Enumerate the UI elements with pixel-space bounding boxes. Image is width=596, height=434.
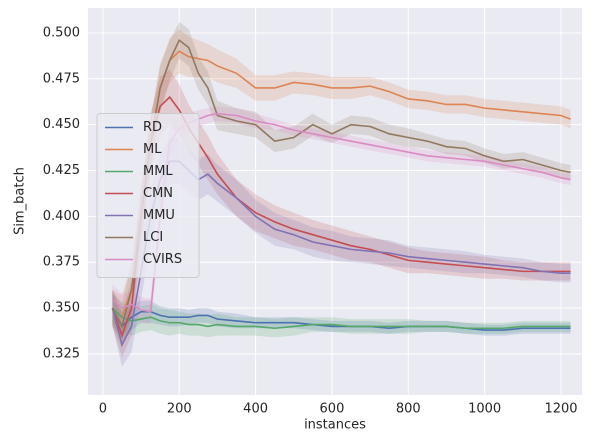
x-tick-label: 0 xyxy=(99,402,107,417)
line xyxy=(111,39,571,329)
legend-box xyxy=(96,113,200,278)
y-tick-label: 0.325 xyxy=(43,346,80,361)
confidence-band xyxy=(112,29,571,340)
y-axis-label: Sim_batch xyxy=(13,167,28,235)
legend-label: CMN xyxy=(143,186,173,201)
x-axis-label: instances xyxy=(304,418,366,433)
y-tick-label: 0.425 xyxy=(43,163,80,178)
confidence-band xyxy=(112,293,571,342)
line xyxy=(111,307,571,330)
x-tick-label: 800 xyxy=(396,402,421,417)
line xyxy=(111,307,571,331)
y-tick-label: 0.375 xyxy=(43,255,80,270)
x-tick-label: 200 xyxy=(167,402,192,417)
x-tick-label: 600 xyxy=(320,402,345,417)
x-tick-label: 1200 xyxy=(544,402,577,417)
x-tick-label: 400 xyxy=(243,402,268,417)
legend-label: CVIRS xyxy=(143,252,182,267)
plot-area xyxy=(111,21,571,367)
confidence-band xyxy=(112,106,571,325)
legend-label: RD xyxy=(143,120,162,135)
legend-label: MML xyxy=(143,164,173,179)
legend-label: MMU xyxy=(143,208,175,223)
confidence-band xyxy=(112,293,571,338)
confidence-band xyxy=(112,137,571,367)
y-tick-label: 0.500 xyxy=(43,25,80,40)
legend-label: ML xyxy=(143,142,162,157)
y-tick-label: 0.400 xyxy=(43,209,80,224)
y-tick-label: 0.450 xyxy=(43,117,80,132)
line xyxy=(111,95,571,339)
y-tick-label: 0.350 xyxy=(43,301,80,316)
x-tick-label: 1000 xyxy=(468,402,501,417)
y-tick-label: 0.475 xyxy=(43,71,80,86)
legend-label: LCI xyxy=(143,230,163,245)
